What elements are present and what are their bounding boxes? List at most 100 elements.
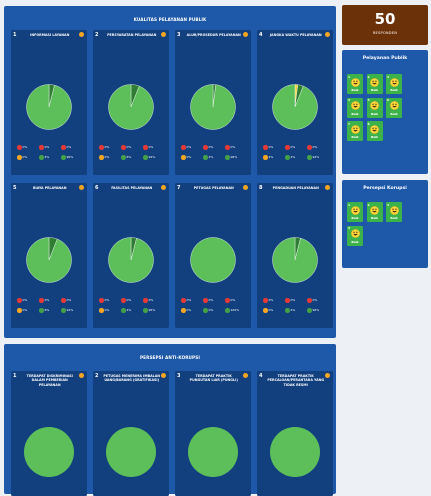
card-title: PETUGAS PELAYANAN [193,186,234,190]
legend-item: 94% [143,155,157,160]
info-badge-icon[interactable] [78,184,84,190]
info-badge-icon[interactable] [78,31,84,37]
legend-dot-icon [143,145,148,150]
rating-tile[interactable]: 4 Baik [347,97,363,118]
legend-dot-icon [307,155,312,160]
pelayanan-publik-panel: Pelayanan Publik 1 Baik 2 Baik 3 Baik 4 Baik 5 Ba… [342,50,428,174]
legend-value: 0% [290,298,296,303]
anti-korupsi-panel: PERSEPSI ANTI-KORUPSI 1 TERDAPAT DISKRIMI… [4,344,336,496]
legend-item: 0% [225,298,239,303]
legend-dot-icon [99,155,104,160]
anti-korupsi-card: 1 TERDAPAT DISKRIMINASI DALAM PEMBERIAN P… [11,371,87,496]
legend-dot-icon [143,155,148,160]
info-badge-icon[interactable] [160,184,166,190]
info-badge-icon[interactable] [324,372,330,378]
legend-item: 0% [143,298,157,303]
tile-number: 4 [348,226,351,230]
kualitas-card: 1 INFORMASI LAYANAN 0% 0% 0% 0% 4% 96% [11,30,87,175]
legend-value: 0% [148,298,154,303]
legend-value: 0% [186,145,192,150]
rating-tile[interactable]: 8 Baik [366,121,383,141]
pie-chart [272,84,318,130]
legend-item: 6% [39,308,53,313]
smiley-face-icon [370,124,379,134]
anti-korupsi-card: 3 TERDAPAT PRAKTIK PUNGUTAN LIAR (PUNGLI) [175,371,251,496]
card-number: 1 [13,32,17,38]
rating-tile[interactable]: 2 Baik [366,202,383,222]
pie-slice-sangat-baik [190,237,236,283]
legend-value: 4% [126,308,132,313]
info-badge-icon[interactable] [242,184,248,190]
legend-dot-icon [181,298,186,303]
rating-tile[interactable]: 6 Baik [386,97,402,118]
legend-item: 0% [17,308,31,313]
card-title: TERDAPAT DISKRIMINASI DALAM PEMBERIAN PE… [26,374,73,387]
rating-tile[interactable]: 3 Baik [386,202,402,222]
rating-tile[interactable]: 5 Baik [366,97,383,118]
pie-chart [105,427,156,477]
card-title: TERDAPAT PRAKTIK PERCALOAN/PERANTARA YAN… [267,374,325,387]
legend-value: 0% [104,145,110,150]
legend-value: 0% [268,298,274,303]
info-badge-icon[interactable] [242,31,248,37]
card-title: TERDAPAT PRAKTIK PUNGUTAN LIAR (PUNGLI) [189,374,238,383]
info-badge-icon[interactable] [160,372,166,378]
legend-item: 0% [39,298,53,303]
tile-label: Baik [351,135,359,139]
legend-dot-icon [285,308,290,313]
legend-dot-icon [121,298,126,303]
rating-tile[interactable]: 1 Baik [347,74,363,94]
legend-item: 96% [61,155,75,160]
legend-value: 96% [148,308,156,313]
tile-number: 2 [367,202,370,207]
info-badge-icon[interactable] [324,184,330,190]
rating-tile[interactable]: 1 Baik [347,202,363,222]
legend-item: 0% [61,298,75,303]
info-badge-icon[interactable] [242,372,248,378]
card-number: 2 [95,373,99,379]
smiley-face-icon [350,229,360,238]
tile-label: Baik [370,216,379,220]
info-badge-icon[interactable] [324,31,330,37]
legend-dot-icon [203,155,208,160]
legend-dot-icon [61,145,66,150]
legend-dot-icon [39,308,44,313]
tile-number: 3 [387,202,390,207]
persepsi-korupsi-title: Persepsi Korupsi [363,186,407,191]
tile-label: Baik [390,111,398,116]
legend-value: 0% [44,298,50,303]
legend-value: 0% [186,298,192,303]
legend-item: 0% [225,145,239,150]
legend-item: 96% [307,308,321,313]
legend-value: 94% [148,155,156,160]
info-badge-icon[interactable] [78,372,84,378]
legend-value: 0% [44,145,50,150]
legend-value: 4% [290,308,296,313]
rating-tile[interactable]: 7 Baik [347,121,363,141]
anti-korupsi-card: 2 PETUGAS MENERIMA IMBALAN UANG/BARANG (G… [93,371,169,496]
legend-value: 0% [208,145,214,150]
card-title: FASILITAS PELAYANAN [111,186,153,190]
legend-dot-icon [263,298,268,303]
rating-tile[interactable]: 2 Baik [366,74,383,94]
pie-slice-sangat-baik [108,84,154,130]
pie-chart [23,427,74,477]
legend-dot-icon [203,145,208,150]
tile-number: 1 [348,202,351,207]
legend-item: 0% [39,145,53,150]
tile-label: Baik [351,88,359,92]
legend-value: 0% [66,145,72,150]
info-badge-icon[interactable] [160,31,166,37]
legend-item: 4% [285,155,299,160]
smiley-face-icon [350,205,360,215]
legend-item: 0% [99,298,113,303]
pie-chart [190,237,236,283]
rating-tile[interactable]: 3 Baik [386,74,402,94]
tile-label: Baik [390,216,398,220]
legend-item: 96% [143,308,157,313]
tile-label: Baik [351,111,359,116]
legend-dot-icon [17,145,22,150]
smiley-face-icon [350,101,360,110]
tile-label: Baik [370,111,379,116]
rating-tile[interactable]: 4 Baik [347,225,363,246]
